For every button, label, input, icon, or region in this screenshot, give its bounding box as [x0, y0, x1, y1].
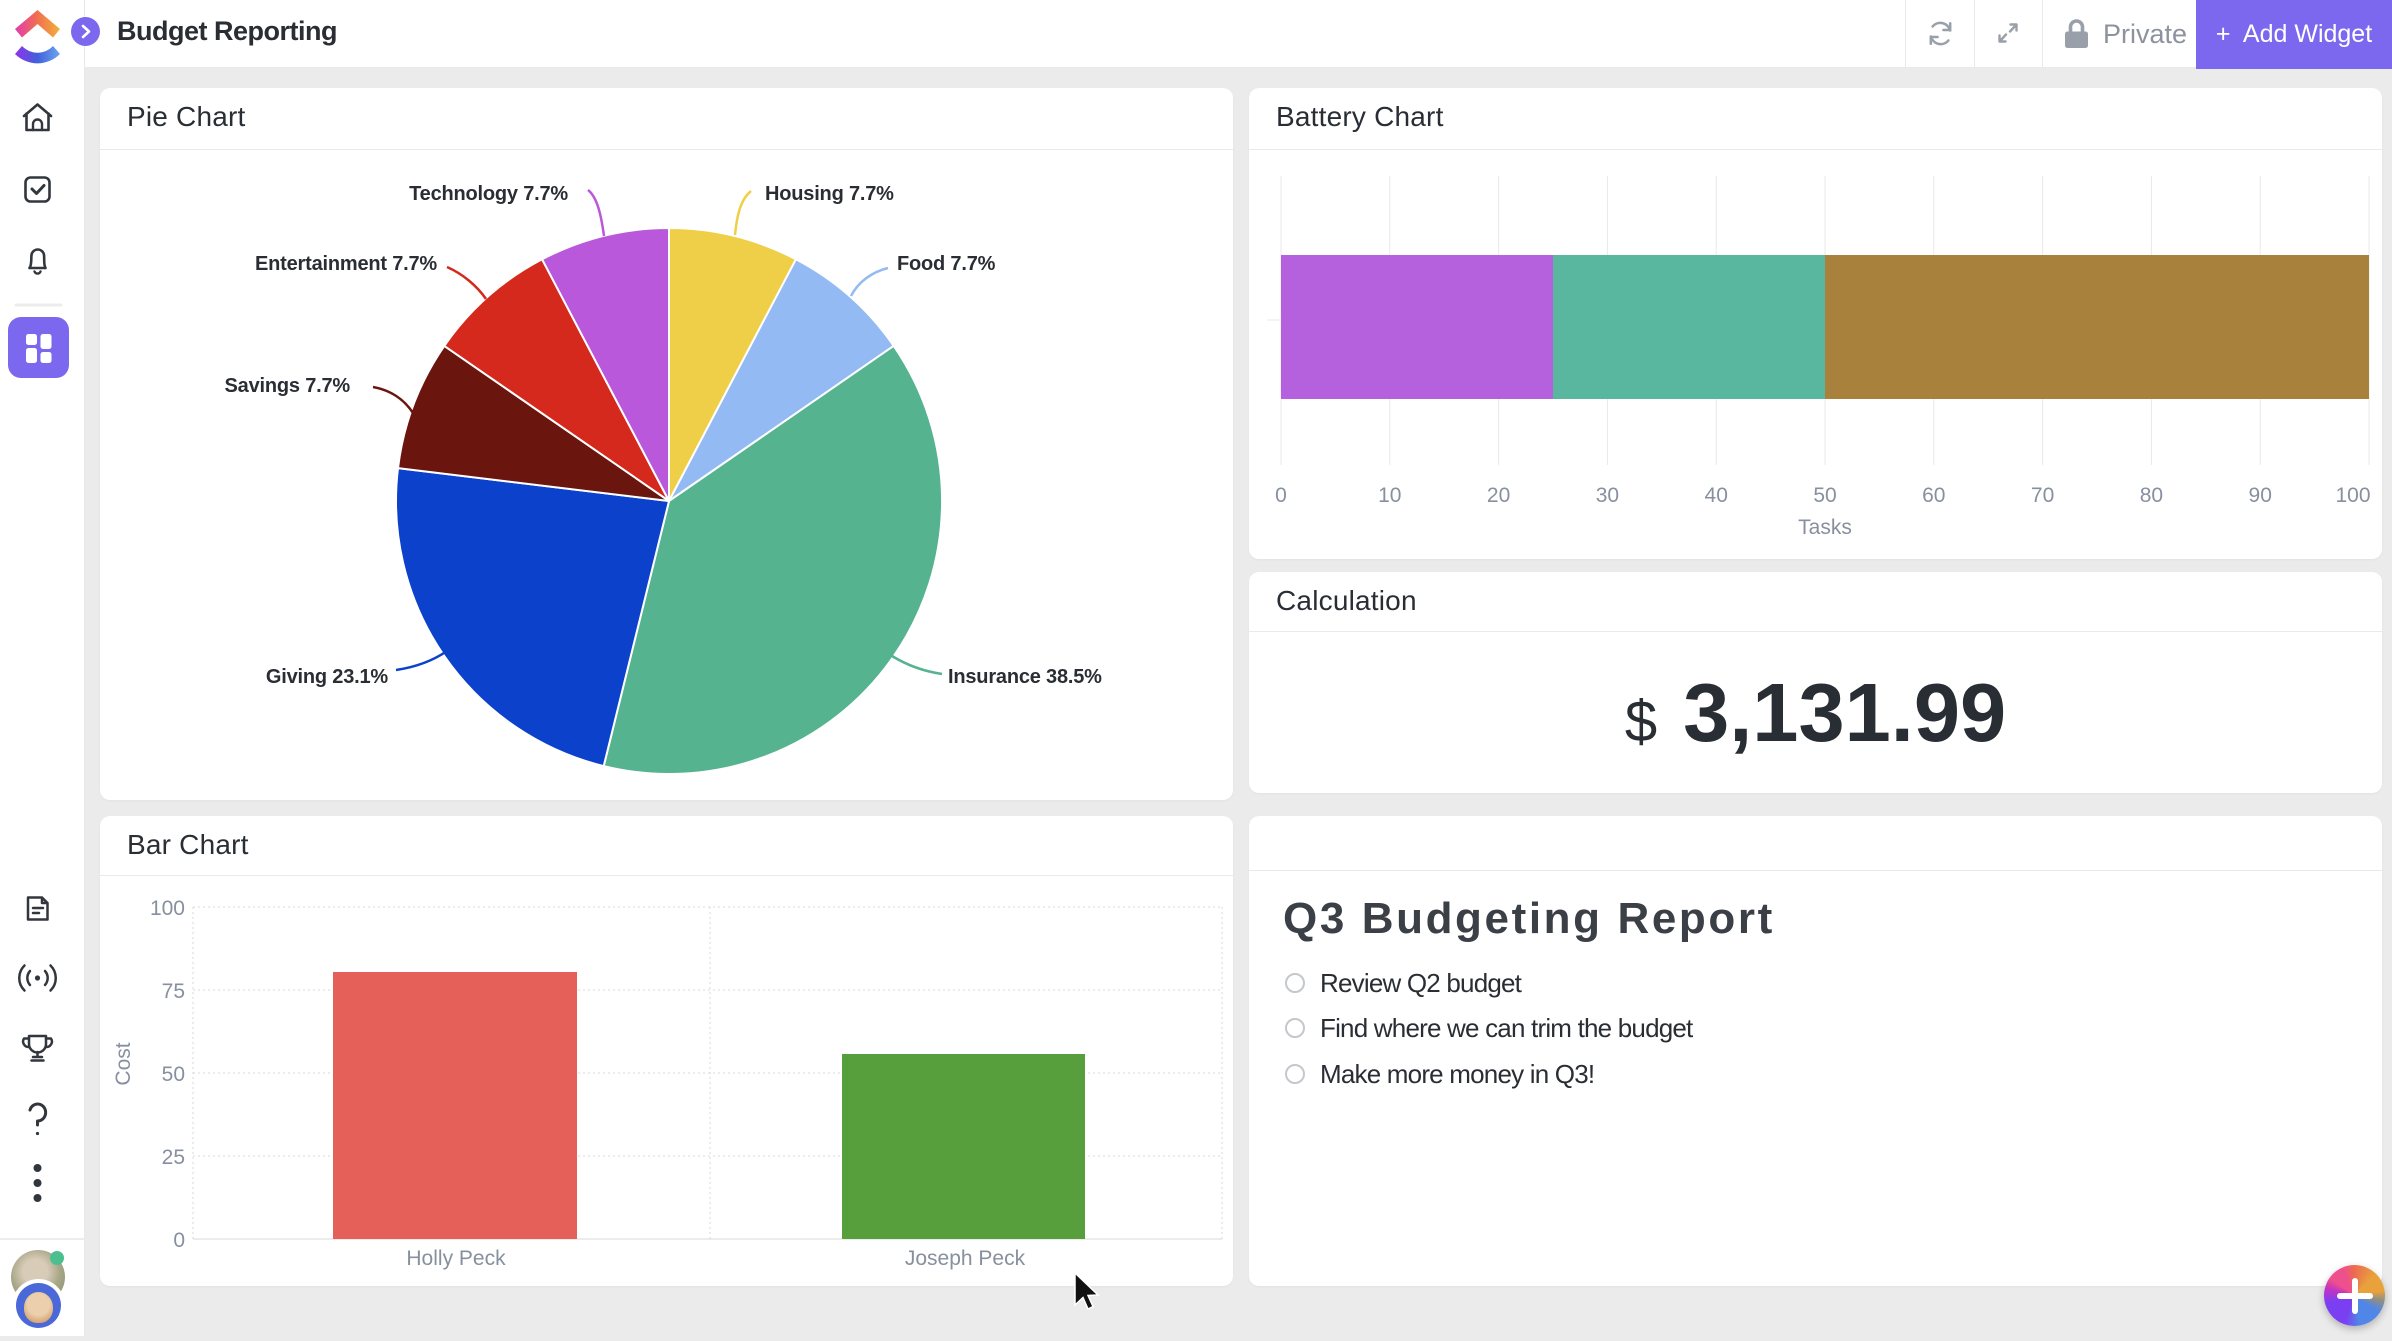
- svg-text:40: 40: [1705, 484, 1728, 507]
- svg-text:50: 50: [1813, 484, 1836, 507]
- svg-text:Savings 7.7%: Savings 7.7%: [225, 375, 351, 397]
- svg-text:Food 7.7%: Food 7.7%: [897, 253, 996, 275]
- svg-text:0: 0: [1275, 484, 1287, 507]
- svg-text:100: 100: [150, 897, 185, 920]
- svg-text:75: 75: [162, 980, 185, 1003]
- svg-text:25: 25: [162, 1146, 185, 1169]
- svg-text:70: 70: [2031, 484, 2054, 507]
- svg-text:Joseph Peck: Joseph Peck: [905, 1247, 1026, 1270]
- svg-text:Housing 7.7%: Housing 7.7%: [765, 183, 894, 205]
- svg-text:20: 20: [1487, 484, 1510, 507]
- svg-text:90: 90: [2249, 484, 2272, 507]
- svg-text:50: 50: [162, 1063, 185, 1086]
- svg-text:Insurance 38.5%: Insurance 38.5%: [948, 666, 1102, 688]
- svg-text:Tasks: Tasks: [1798, 516, 1852, 539]
- svg-text:Holly Peck: Holly Peck: [406, 1247, 506, 1270]
- svg-text:Entertainment 7.7%: Entertainment 7.7%: [255, 253, 437, 275]
- svg-text:10: 10: [1378, 484, 1401, 507]
- svg-text:Technology 7.7%: Technology 7.7%: [409, 183, 568, 205]
- svg-text:30: 30: [1596, 484, 1619, 507]
- svg-text:60: 60: [1922, 484, 1945, 507]
- svg-text:0: 0: [173, 1229, 185, 1252]
- svg-text:Giving 23.1%: Giving 23.1%: [266, 666, 389, 688]
- svg-text:Cost: Cost: [112, 1042, 135, 1085]
- svg-text:100: 100: [2335, 484, 2370, 507]
- svg-text:80: 80: [2140, 484, 2163, 507]
